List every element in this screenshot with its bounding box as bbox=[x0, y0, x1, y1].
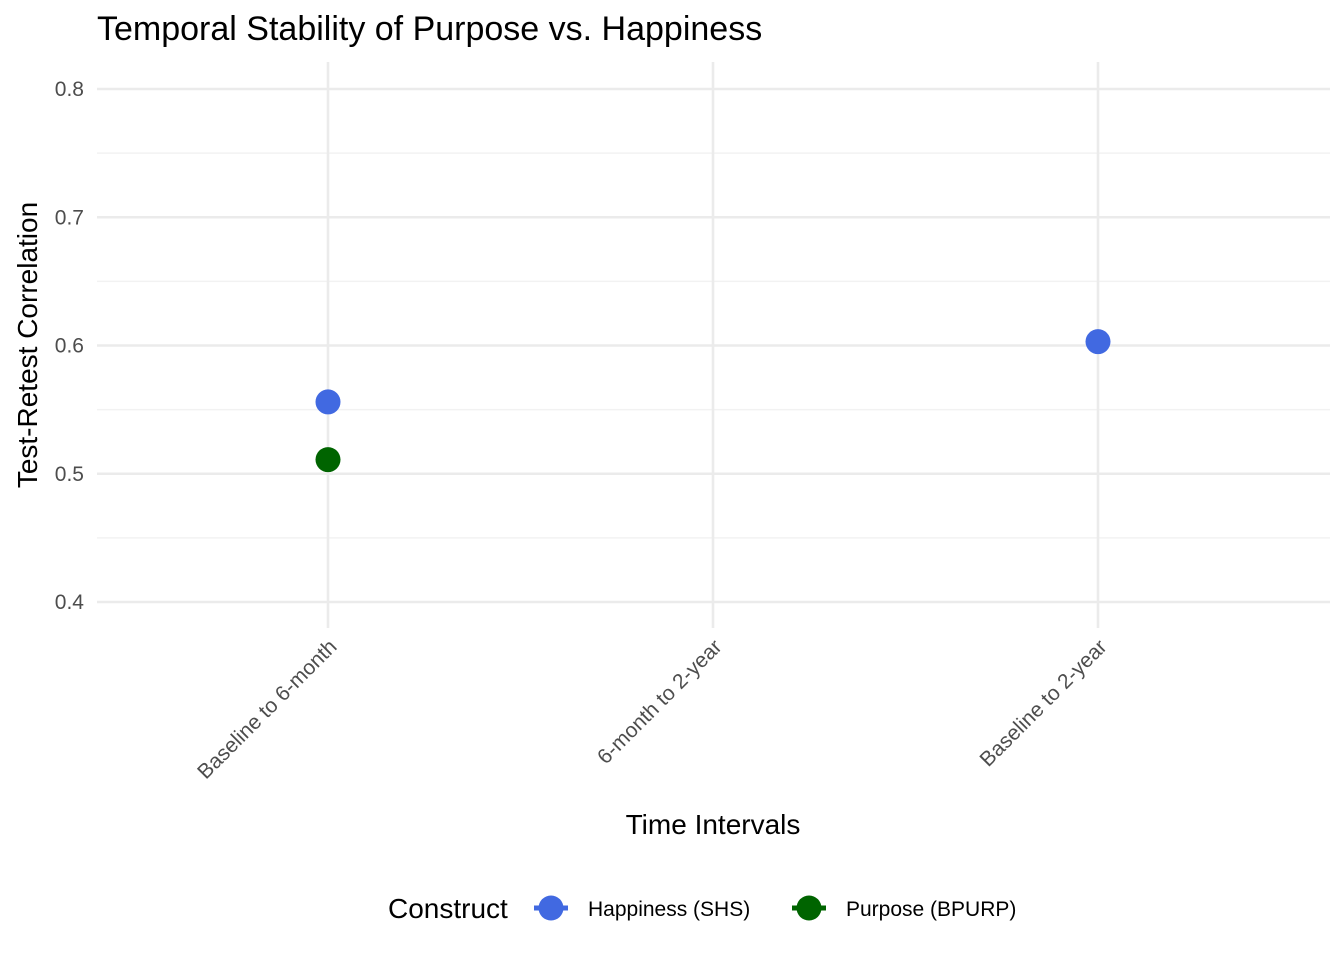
legend-items: Happiness (SHS) Purpose (BPURP) bbox=[534, 895, 1016, 921]
x-tick-label: Baseline to 2-year bbox=[976, 635, 1112, 771]
legend-title: Construct bbox=[388, 893, 508, 924]
y-axis-title: Test-Retest Correlation bbox=[12, 202, 43, 488]
data-point bbox=[315, 389, 341, 415]
y-tick-label: 0.7 bbox=[55, 206, 84, 229]
legend: Construct Happiness (SHS) Purpose (BPURP) bbox=[388, 893, 1016, 924]
x-axis-title: Time Intervals bbox=[626, 809, 801, 840]
data-point bbox=[315, 447, 341, 473]
x-tick-label: 6-month to 2-year bbox=[593, 635, 726, 768]
y-tick-label: 0.4 bbox=[55, 591, 85, 614]
legend-item: Happiness (SHS) bbox=[534, 895, 750, 921]
y-tick-label: 0.8 bbox=[55, 78, 84, 101]
legend-key-point bbox=[796, 895, 822, 921]
data-point bbox=[1085, 329, 1111, 355]
y-axis-ticks: 0.4 0.5 0.6 0.7 0.8 bbox=[55, 78, 85, 614]
grid bbox=[97, 62, 1330, 628]
legend-item: Purpose (BPURP) bbox=[792, 895, 1016, 921]
y-tick-label: 0.5 bbox=[55, 463, 84, 486]
legend-label: Happiness (SHS) bbox=[588, 898, 750, 921]
y-tick-label: 0.6 bbox=[55, 335, 84, 358]
legend-label: Purpose (BPURP) bbox=[846, 898, 1016, 921]
chart-title: Temporal Stability of Purpose vs. Happin… bbox=[97, 10, 762, 48]
x-tick-label: Baseline to 6-month bbox=[193, 635, 341, 783]
legend-key-point bbox=[538, 895, 564, 921]
data-points bbox=[315, 329, 1111, 473]
x-axis-ticks: Baseline to 6-month 6-month to 2-year Base… bbox=[193, 635, 1111, 783]
